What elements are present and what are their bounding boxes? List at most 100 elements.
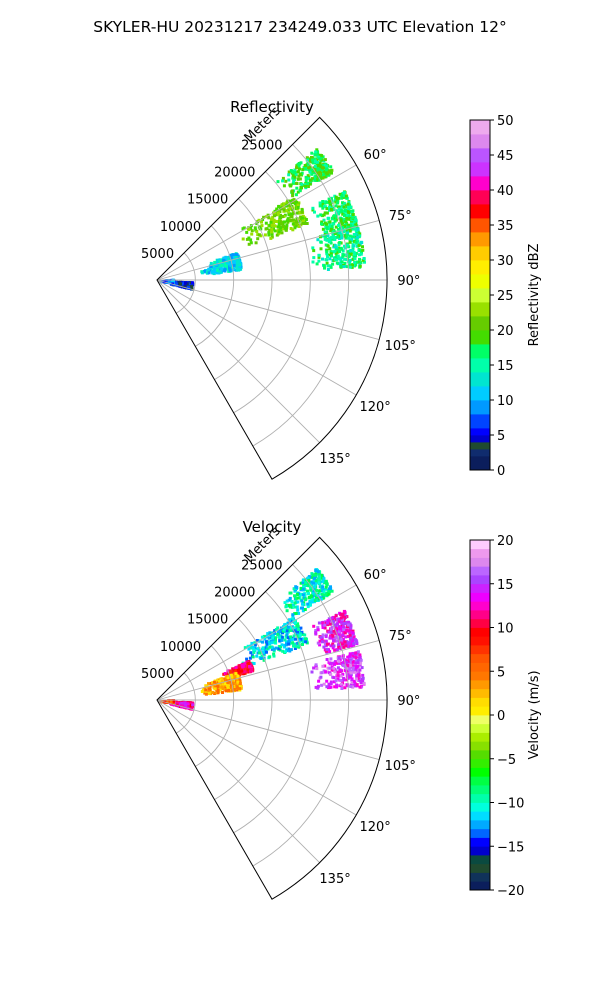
echo-gate (333, 662, 336, 666)
echo-gate (238, 684, 242, 688)
echo-gate (207, 271, 211, 275)
echo-gate (325, 200, 329, 204)
echo-gate (332, 214, 336, 218)
echo-gate (335, 246, 339, 250)
azimuth-line-75 (156, 220, 380, 281)
echo-gate (327, 216, 330, 220)
echo-gate (285, 633, 289, 637)
echo-gate (314, 578, 318, 582)
echo-gate (283, 638, 287, 642)
echo-gate (293, 168, 297, 172)
echo-gate (314, 594, 318, 598)
echo-gate (316, 570, 320, 574)
echo-gate (273, 632, 277, 635)
azimuth-tick-label: 105° (385, 759, 416, 774)
echo-gate (238, 687, 242, 691)
echo-gate (238, 682, 242, 686)
echo-gate (250, 229, 254, 233)
range-ring-25000 (252, 564, 350, 867)
echo-gate (330, 236, 334, 239)
echo-gate (291, 206, 295, 210)
echo-gate (257, 648, 261, 652)
echo-gate (312, 624, 316, 628)
echo-gate (317, 253, 321, 257)
echo-gate (361, 673, 365, 677)
echo-gate (352, 244, 356, 248)
echo-gate (351, 651, 355, 655)
echo-gate (322, 590, 326, 594)
echo-gate (346, 645, 350, 648)
echo-gate (212, 266, 216, 270)
colorbar-segment (470, 540, 490, 550)
echo-gate (184, 281, 187, 285)
echo-gate (343, 202, 347, 206)
echo-gate (276, 626, 280, 630)
echo-gate (336, 254, 340, 258)
echo-gate (237, 267, 241, 271)
echo-gate (321, 206, 325, 210)
echo-gate (358, 653, 362, 657)
colorbar-segment (470, 120, 490, 135)
echo-gate (252, 651, 256, 654)
echo-gate (285, 223, 289, 227)
echo-gate (334, 251, 338, 255)
echo-gate (318, 162, 321, 166)
colorbar-segment (470, 358, 490, 373)
echo-gate (287, 619, 291, 622)
echo-gate (212, 680, 216, 684)
echo-gate (328, 650, 332, 654)
echo-gate (341, 614, 345, 618)
echo-gate (322, 682, 326, 686)
echo-gate (323, 642, 327, 646)
colorbar-segment (470, 274, 490, 289)
echo-gate (282, 225, 286, 228)
echo-gate (318, 639, 322, 643)
echo-gate (351, 668, 355, 672)
echo-gate (359, 660, 363, 664)
echo-gate (351, 660, 355, 664)
echo-gate (311, 246, 315, 250)
echo-gate (328, 257, 332, 261)
echo-gate (291, 176, 295, 180)
colorbar-segment (470, 232, 490, 247)
echo-gate (309, 584, 312, 588)
echo-gate (253, 641, 257, 645)
echo-gate (340, 247, 344, 251)
echo-gate (356, 659, 360, 663)
echo-gate (321, 176, 325, 180)
echo-gate (262, 215, 266, 219)
echo-gate (348, 622, 352, 626)
echo-gate (301, 632, 305, 636)
echo-gate (220, 684, 224, 688)
echo-gate (295, 624, 299, 628)
echo-gate (296, 596, 300, 600)
echo-gate (329, 252, 333, 256)
echo-gate (282, 184, 286, 188)
echo-gate (347, 207, 351, 211)
echo-gate (311, 206, 315, 210)
echo-gate (229, 689, 233, 693)
range-tick-label: 15000 (187, 193, 228, 208)
echo-gate (233, 670, 237, 674)
colorbar-segment (470, 793, 490, 803)
echo-gate (264, 221, 268, 225)
colorbar-segment (470, 302, 490, 317)
echo-gate (307, 166, 311, 170)
echo-gate (299, 632, 303, 636)
echo-gate (228, 680, 232, 684)
echo-gate (326, 268, 330, 271)
echo-gate (308, 180, 312, 184)
echo-gate (293, 589, 297, 593)
echo-gate (288, 206, 292, 210)
echo-gate (280, 643, 284, 647)
echo-gate (279, 630, 283, 634)
echo-gate (274, 628, 278, 631)
echo-gate (207, 691, 211, 695)
echo-gate (282, 628, 286, 632)
echo-gate (292, 587, 296, 591)
echo-gate (309, 603, 312, 606)
echo-gate (293, 605, 297, 609)
echo-gate (344, 194, 348, 198)
colorbar-segment (470, 697, 490, 707)
echo-gate (234, 682, 237, 686)
